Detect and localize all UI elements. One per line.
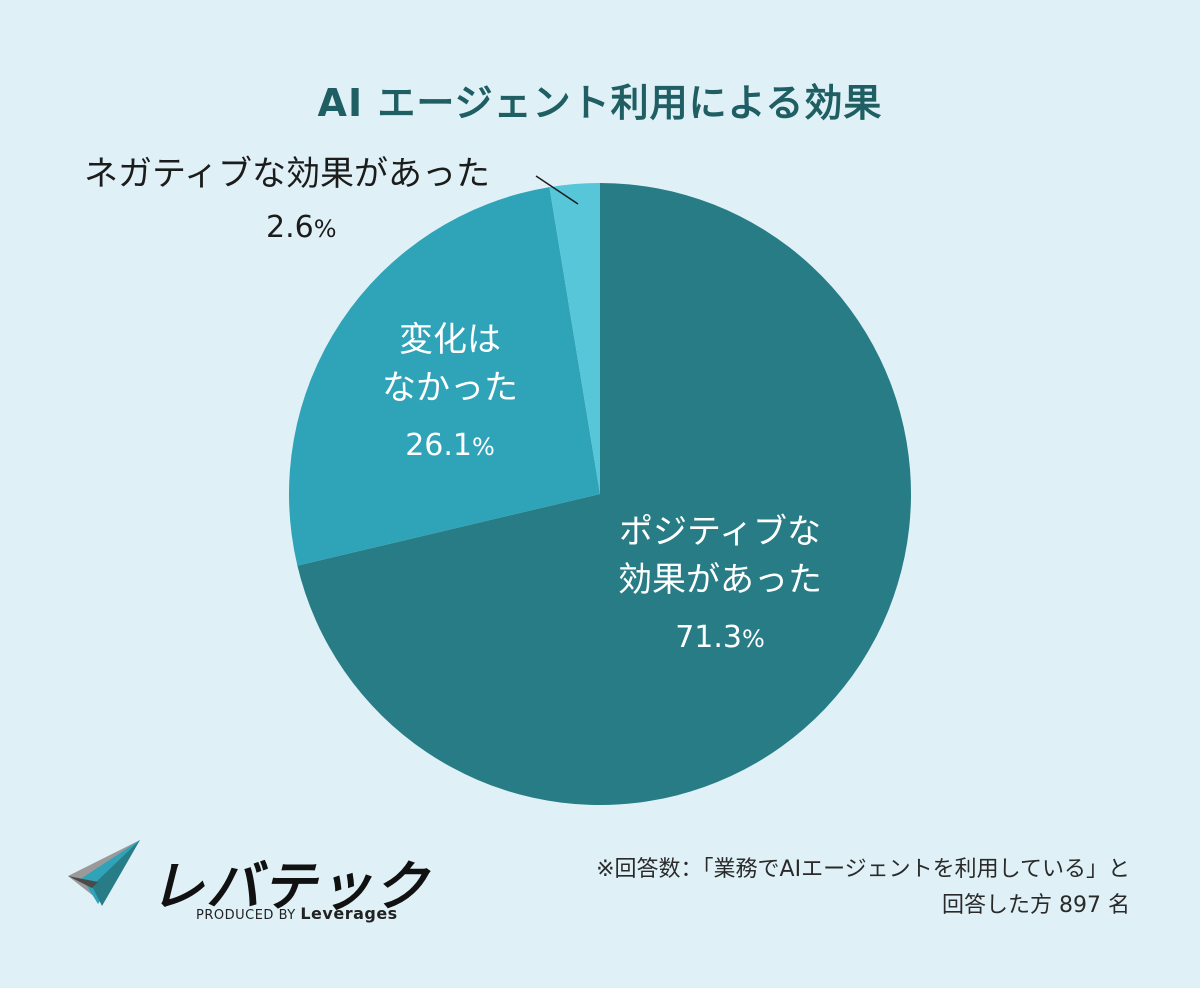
slice-label-negative: ネガティブな効果があった — [84, 154, 490, 194]
slice-value-no-change: 26.1% — [350, 422, 550, 471]
slice-label-no-change-line1: 変化は — [399, 320, 501, 360]
slice-value-negative-number: 2.6 — [266, 210, 314, 245]
percent-unit: % — [741, 625, 765, 653]
paper-plane-logo-icon — [68, 840, 140, 906]
logo-produced-by: PRODUCED BY — [196, 908, 296, 923]
logo-tagline: PRODUCED BY Leverages — [196, 904, 398, 923]
pie-slice-no-change — [289, 187, 600, 566]
slice-value-no-change-number: 26.1 — [405, 428, 472, 463]
levtech-logo: レバテック PRODUCED BY Leverages — [68, 838, 428, 928]
pie-slice-negative — [549, 183, 600, 494]
percent-unit: % — [471, 433, 495, 461]
slice-label-no-change: 変化は なかった 26.1% — [350, 316, 550, 471]
footnote-line2: 回答した方 897 名 — [942, 893, 1130, 918]
pie-slice-positive — [297, 183, 912, 805]
logo-wordmark: レバテック — [150, 855, 430, 918]
logo-brand: Leverages — [300, 904, 398, 923]
leader-line-negative — [535, 175, 579, 205]
slice-value-positive: 71.3% — [600, 614, 840, 663]
pie-slices — [289, 183, 912, 805]
slice-value-negative: 2.6% — [266, 210, 337, 245]
footnote-line1: ※回答数：「業務でAIエージェントを利用している」と — [596, 857, 1130, 882]
chart-title: AI エージェント利用による効果 — [317, 81, 883, 125]
footnote: ※回答数：「業務でAIエージェントを利用している」と 回答した方 897 名 — [596, 852, 1130, 924]
slice-label-positive-line1: ポジティブな — [619, 512, 821, 552]
slice-label-no-change-line2: なかった — [382, 368, 518, 408]
slice-label-positive-line2: 効果があった — [618, 560, 822, 600]
percent-unit: % — [313, 215, 337, 243]
slice-value-positive-number: 71.3 — [675, 620, 742, 655]
slice-label-positive: ポジティブな 効果があった 71.3% — [600, 508, 840, 663]
